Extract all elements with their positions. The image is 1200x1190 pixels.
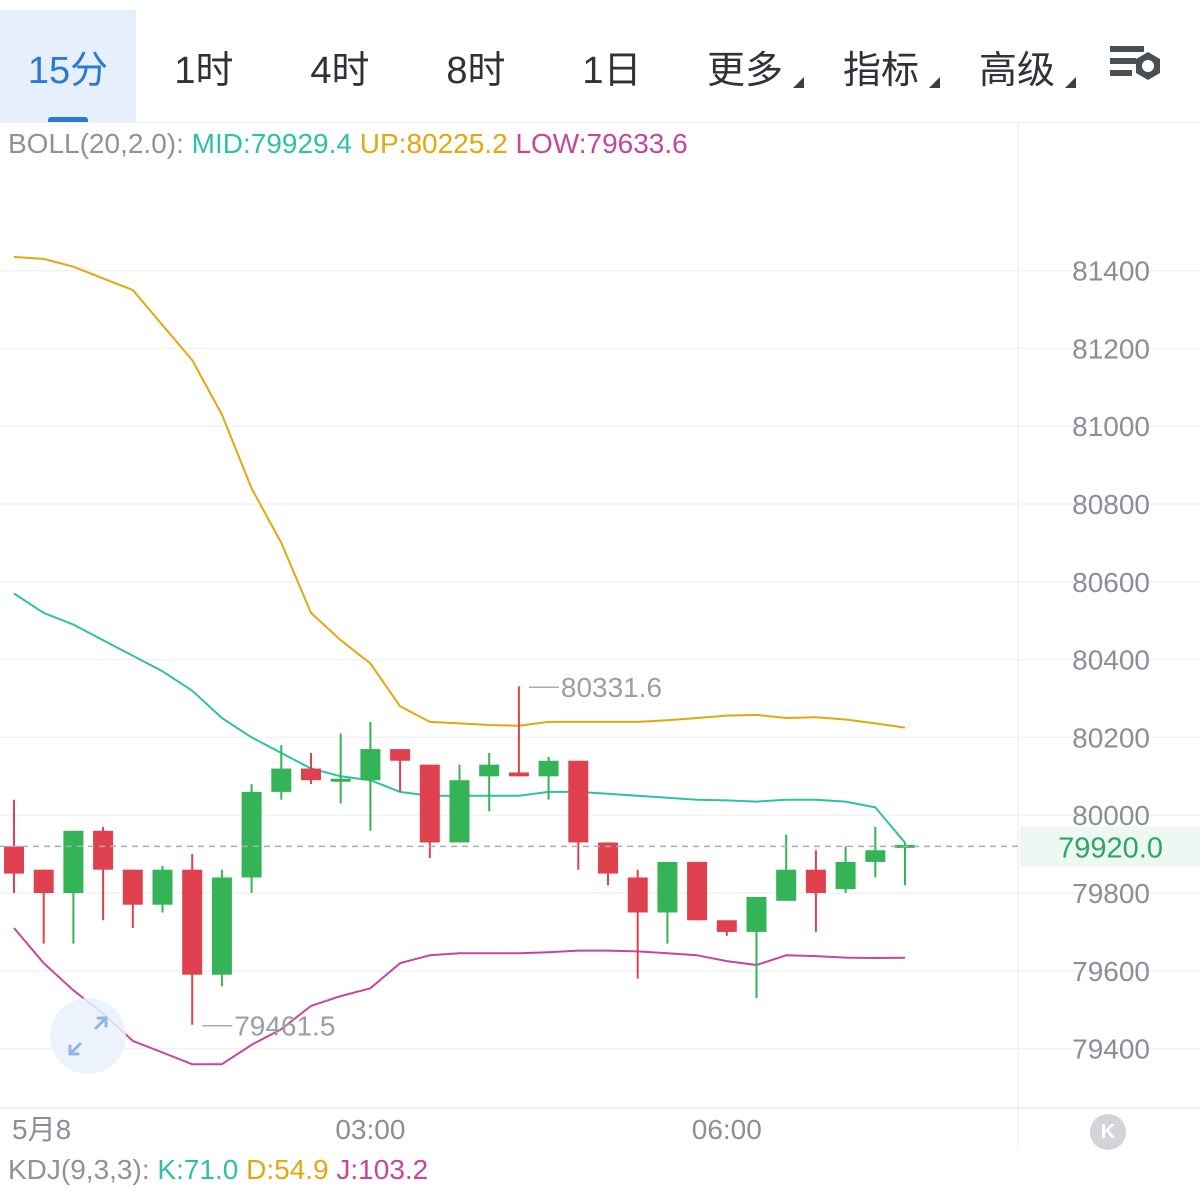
- x-tick-label: 5月8: [12, 1114, 71, 1145]
- tab-15m[interactable]: 15分: [0, 10, 136, 122]
- boll-mid-value: MID:79929.4: [191, 128, 352, 159]
- candle-down: [122, 869, 143, 905]
- candle-up: [271, 768, 292, 792]
- expand-chart-icon[interactable]: [50, 998, 126, 1074]
- current-price-badge: [1020, 826, 1200, 867]
- tab-indicators[interactable]: 指标: [826, 10, 950, 122]
- tab-label: 4时: [310, 49, 370, 92]
- y-tick-label: 81200: [1072, 333, 1150, 364]
- boll-indicator-name: BOLL(20,2.0):: [8, 128, 184, 159]
- boll-up-line: [13, 256, 906, 729]
- candle-down: [93, 830, 114, 870]
- boll-up-value: UP:80225.2: [359, 128, 508, 159]
- chart-settings-icon: [1110, 46, 1160, 80]
- tab-label: 指标: [842, 49, 919, 92]
- x-tick-label: 03:00: [335, 1114, 405, 1145]
- y-tick-label: 80000: [1072, 800, 1150, 831]
- collapse-icon: K: [1100, 1120, 1116, 1143]
- y-tick-label: 80800: [1072, 489, 1150, 520]
- candle-down: [182, 869, 203, 975]
- candle-down: [805, 869, 826, 894]
- tab-1h[interactable]: 1时: [152, 10, 256, 122]
- max-price-label: 80331.6: [561, 672, 662, 703]
- current-price-label: 79920.0: [1058, 832, 1163, 864]
- dropdown-caret-icon: [793, 77, 804, 88]
- tab-more[interactable]: 更多: [690, 10, 814, 122]
- candle-up: [479, 764, 500, 777]
- candle-up: [241, 791, 262, 878]
- candle-down: [687, 861, 708, 921]
- candle-up: [152, 869, 173, 905]
- candle-up: [211, 877, 232, 975]
- dropdown-caret-icon: [1065, 77, 1076, 88]
- boll-low-value: LOW:79633.6: [515, 128, 688, 159]
- candle-up: [657, 861, 678, 913]
- tab-label: 1时: [174, 49, 234, 92]
- tab-4h[interactable]: 4时: [288, 10, 392, 122]
- candle-up: [449, 780, 470, 843]
- candle-up: [63, 830, 84, 894]
- timeframe-tab-bar: 15分 1时 4时 8时 1日 更多 指标 高级: [0, 0, 1200, 123]
- y-tick-label: 79400: [1072, 1034, 1150, 1065]
- tab-1d[interactable]: 1日: [560, 10, 664, 122]
- candle-down: [33, 869, 54, 894]
- candle-down: [508, 772, 529, 777]
- y-tick-label: 79800: [1072, 878, 1150, 909]
- y-tick-label: 80600: [1072, 567, 1150, 598]
- y-tick-label: 80200: [1072, 722, 1150, 753]
- candle-down: [419, 764, 440, 843]
- boll-low-line: [13, 927, 906, 1066]
- y-tick-label: 81000: [1072, 411, 1150, 442]
- candle-up: [746, 896, 767, 932]
- candle-up: [776, 869, 797, 901]
- candle-down: [598, 842, 618, 874]
- tab-label: 8时: [446, 49, 506, 92]
- candle-up: [835, 861, 856, 890]
- tab-label: 1日: [582, 49, 642, 92]
- tab-advanced[interactable]: 高级: [962, 10, 1086, 122]
- y-tick-label: 79600: [1072, 956, 1150, 987]
- tab-8h[interactable]: 8时: [424, 10, 528, 122]
- tab-label: 高级: [978, 49, 1055, 92]
- candle-up: [538, 760, 559, 777]
- dropdown-caret-icon: [929, 77, 940, 88]
- candle-down: [568, 760, 589, 843]
- y-tick-label: 80400: [1072, 645, 1150, 676]
- candle-down: [627, 877, 648, 913]
- candle-down: [4, 846, 24, 874]
- tab-label: 更多: [706, 49, 783, 92]
- x-tick-label: 06:00: [692, 1114, 762, 1145]
- candle-down: [390, 749, 411, 761]
- kdj-legend: KDJ(9,3,3): K:71.0 D:54.9 J:103.2: [8, 1150, 428, 1190]
- boll-legend: BOLL(20,2.0): MID:79929.4 UP:80225.2 LOW…: [8, 124, 688, 164]
- chart-settings-button[interactable]: [1108, 36, 1176, 96]
- candle-down: [301, 768, 321, 781]
- candle-up: [330, 778, 351, 782]
- y-tick-label: 81400: [1072, 256, 1150, 287]
- candle-down: [716, 920, 737, 932]
- candle-up: [865, 850, 886, 862]
- tab-label: 15分: [27, 49, 109, 92]
- active-tab-indicator: [48, 117, 88, 122]
- min-price-label: 79461.5: [234, 1011, 335, 1042]
- candle-up: [360, 749, 381, 781]
- collapse-chart-button[interactable]: K: [1090, 1114, 1126, 1150]
